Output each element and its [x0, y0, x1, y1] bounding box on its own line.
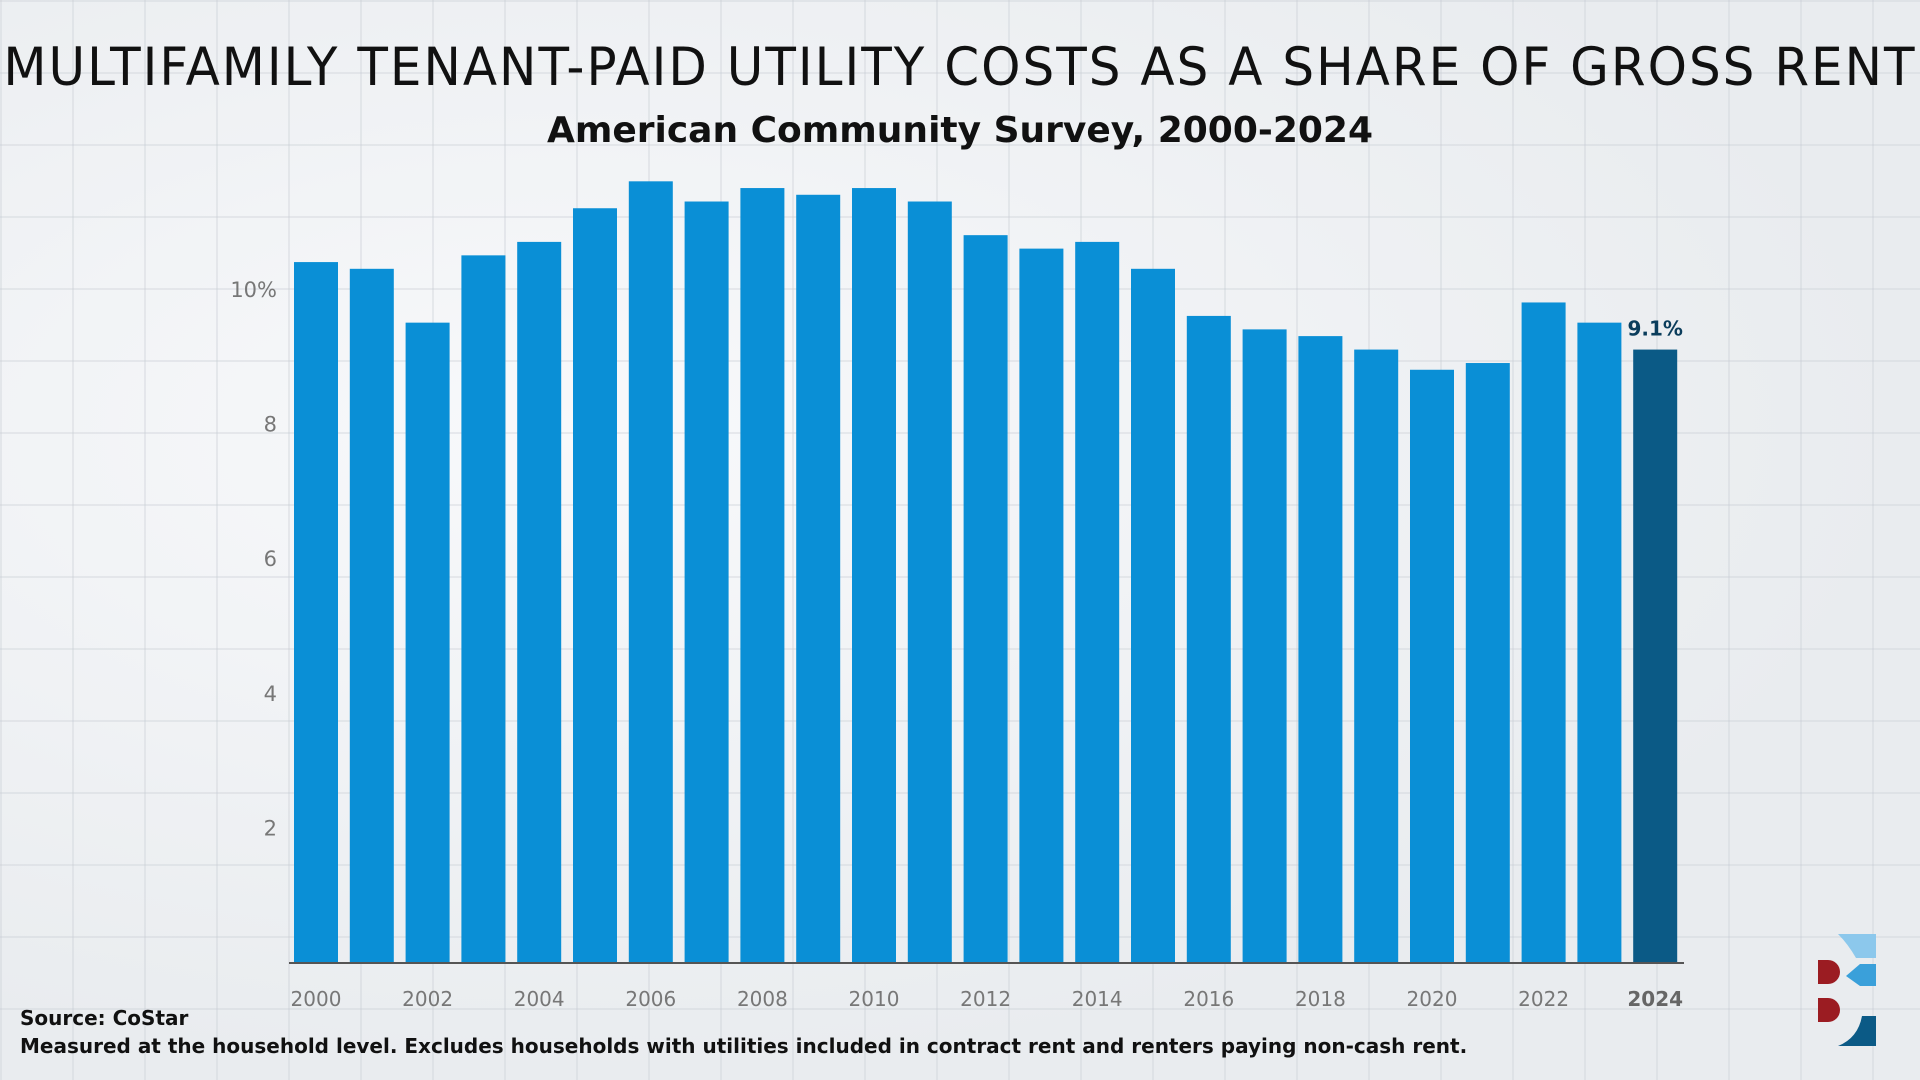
bar-2022	[1521, 302, 1566, 963]
y-tick-label: 10%	[230, 278, 277, 302]
x-tick-label: 2020	[1407, 987, 1458, 1011]
x-tick-label: 2016	[1183, 987, 1234, 1011]
bar-2000	[294, 262, 338, 963]
y-tick-label: 6	[264, 547, 277, 571]
logo-shape	[1818, 998, 1840, 1022]
bar-2005	[573, 208, 617, 963]
x-tick-label: 2010	[849, 987, 900, 1011]
x-tick-label: 2008	[737, 987, 788, 1011]
y-tick-label: 2	[264, 816, 277, 840]
y-tick-label: 8	[264, 413, 277, 437]
bar-2010	[852, 188, 896, 963]
bar-2001	[349, 268, 394, 962]
x-tick-label: 2000	[291, 987, 342, 1011]
bar-2018	[1298, 336, 1343, 962]
bar-2021	[1465, 363, 1510, 962]
x-tick-label: 2022	[1518, 987, 1569, 1011]
bar-2015	[1131, 268, 1175, 962]
bar-2011	[907, 201, 952, 962]
brand-logo-icon	[1818, 934, 1876, 1046]
bar-2007	[684, 201, 729, 962]
bar-2012	[963, 235, 1008, 962]
logo-shape	[1846, 964, 1876, 986]
bar-2017	[1242, 329, 1287, 962]
logo-shape	[1818, 960, 1840, 984]
bar-2009	[796, 194, 841, 962]
x-tick-label: 2024	[1627, 987, 1683, 1011]
chart-subtitle: American Community Survey, 2000-2024	[546, 110, 1374, 151]
data-label: 9.1%	[1627, 317, 1682, 341]
x-tick-label: 2018	[1295, 987, 1346, 1011]
bar-2024	[1633, 349, 1678, 962]
logo-shape	[1838, 934, 1876, 958]
x-tick-label: 2004	[514, 987, 565, 1011]
bar-2023	[1577, 322, 1622, 962]
source-note: Source: CoStar	[20, 1006, 189, 1030]
bar-2013	[1019, 248, 1064, 962]
bar-2004	[517, 241, 562, 962]
bar-2016	[1186, 315, 1231, 962]
methodology-note: Measured at the household level. Exclude…	[20, 1034, 1468, 1058]
chart-title: MULTIFAMILY TENANT-PAID UTILITY COSTS AS…	[3, 36, 1917, 98]
x-tick-label: 2006	[625, 987, 676, 1011]
bar-2002	[405, 322, 450, 962]
logo-shape	[1838, 1016, 1876, 1046]
x-tick-label: 2014	[1072, 987, 1123, 1011]
bar-2020	[1410, 369, 1454, 962]
bar-2006	[628, 181, 673, 962]
bar-2014	[1075, 241, 1120, 962]
bar-2019	[1354, 349, 1399, 962]
y-tick-label: 4	[264, 682, 277, 706]
bar-2008	[740, 188, 785, 963]
x-tick-label: 2002	[402, 987, 453, 1011]
bar-2003	[461, 255, 506, 963]
x-tick-label: 2012	[960, 987, 1011, 1011]
